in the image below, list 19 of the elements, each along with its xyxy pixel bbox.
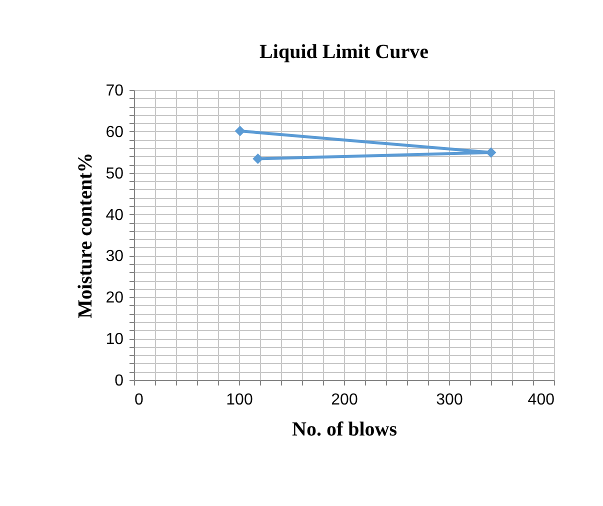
y-tick-label: 50 [106, 165, 124, 182]
point [486, 147, 496, 158]
y-tick-label: 0 [114, 372, 124, 390]
y-tick-label: 30 [106, 248, 124, 266]
x-tick-label: 200 [331, 392, 358, 408]
point [252, 154, 264, 164]
y-axis-title: Moisture content% [74, 152, 97, 318]
chart-title: Liquid Limit Curve [260, 41, 429, 63]
x-axis-title: No. of blows [292, 418, 398, 440]
y-tick-label: 70 [106, 82, 124, 100]
y-tick-label: 20 [106, 290, 124, 307]
point [234, 126, 246, 136]
x-tick-label: 0 [134, 392, 144, 408]
y-tick-label: 60 [106, 124, 124, 141]
x-tick-label: 400 [528, 392, 555, 408]
x-tick-label: 100 [226, 392, 253, 408]
x-tick-label: 300 [436, 392, 463, 408]
y-tick-label: 10 [106, 331, 124, 348]
y-tick-label: 40 [106, 206, 124, 224]
